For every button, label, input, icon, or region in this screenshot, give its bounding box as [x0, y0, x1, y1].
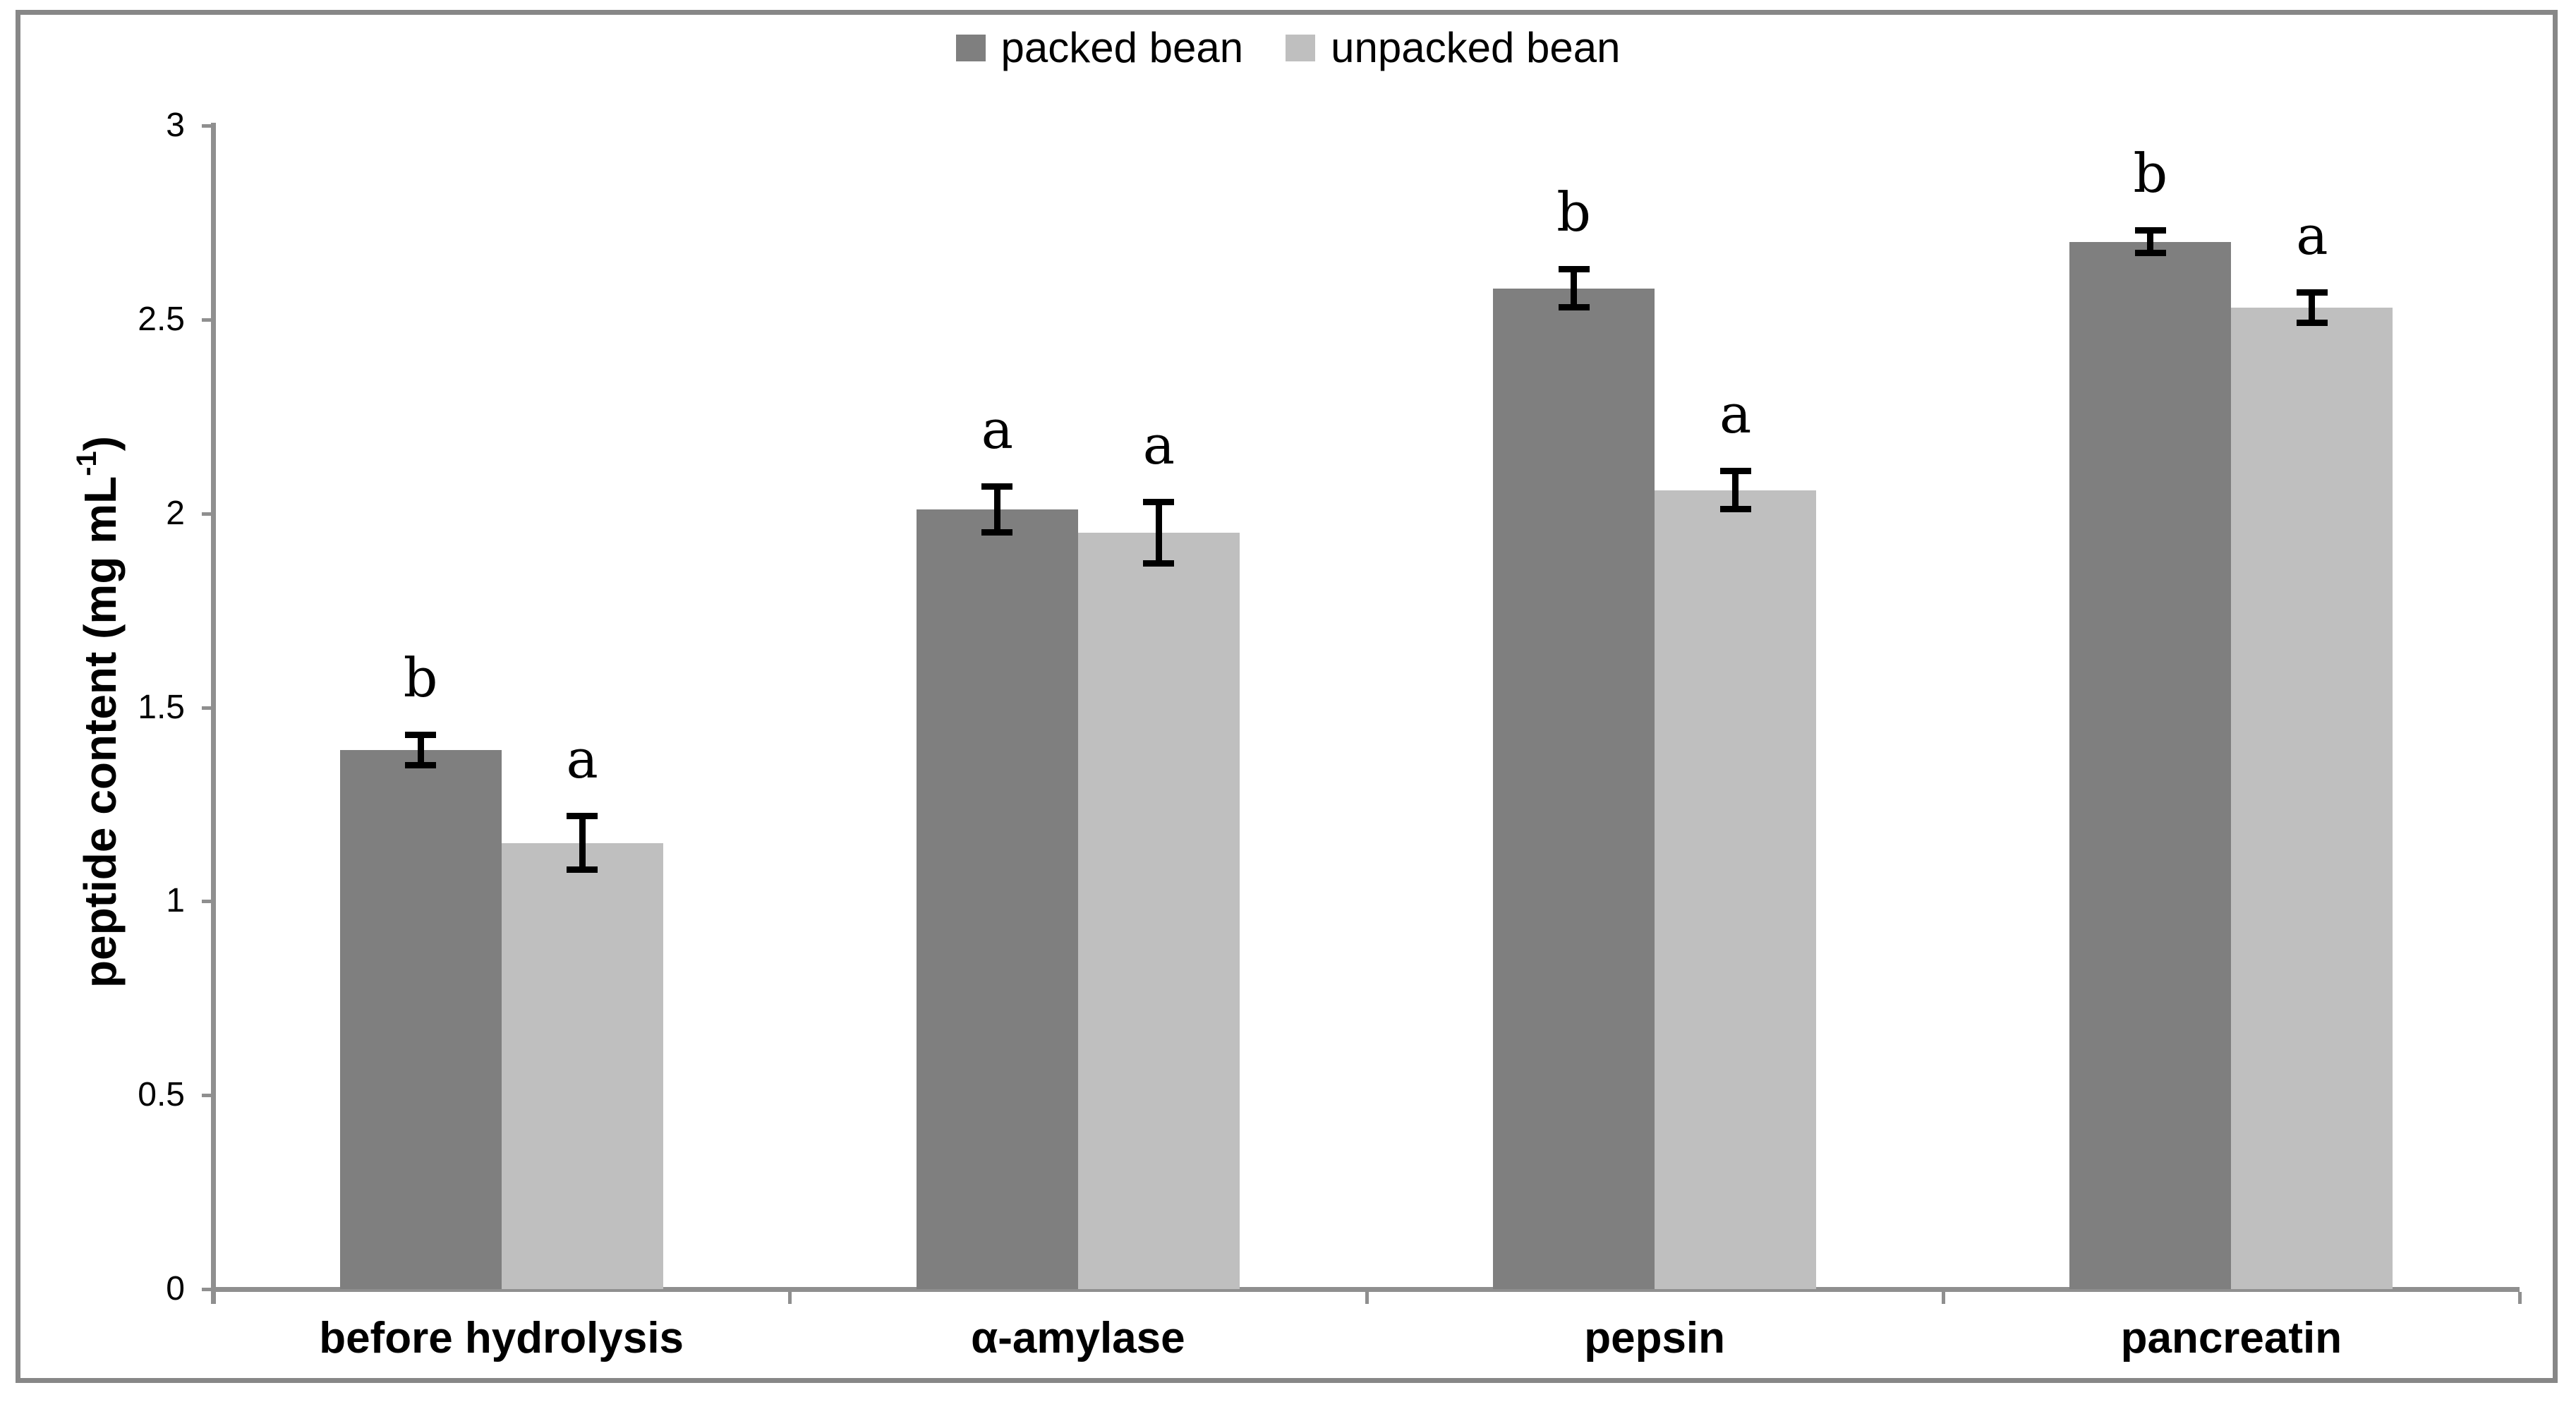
- y-tick-label: 2: [166, 494, 185, 532]
- y-tick-label: 2.5: [138, 300, 185, 338]
- bar-unpacked-bean-pepsin: [1655, 490, 1817, 1289]
- y-axis-title-close: ): [75, 435, 126, 452]
- error-bar-packed-bean-pancreatin-line: [2147, 230, 2154, 254]
- error-bar-unpacked-bean-pancreatin-cap-bottom: [2296, 320, 2328, 327]
- error-bar-packed-bean-pancreatin-cap-bottom: [2134, 250, 2166, 257]
- y-tick-label: 0: [166, 1270, 185, 1307]
- x-axis-line: [211, 1287, 2520, 1292]
- category-label-pancreatin: pancreatin: [2120, 1314, 2342, 1362]
- error-bar-unpacked-bean-pepsin-cap-top: [1719, 468, 1751, 475]
- bar-packed-bean-before-hydrolysis: [339, 749, 502, 1289]
- category-label-before-hydrolysis: before hydrolysis: [319, 1314, 684, 1362]
- legend-label-packed-bean: packed bean: [1000, 24, 1244, 71]
- significance-letter-packed-bean-α-amylase: a: [981, 398, 1014, 461]
- y-axis-tick: [202, 512, 213, 516]
- legend-item-unpacked-bean: unpacked bean: [1286, 24, 1621, 71]
- error-bar-unpacked-bean-α-amylase-line: [1155, 502, 1162, 564]
- y-axis-tick: [202, 900, 213, 904]
- error-bar-packed-bean-α-amylase-line: [993, 486, 1000, 533]
- x-axis-boundary-tick: [2518, 1292, 2522, 1304]
- legend-swatch-unpacked-bean-icon: [1286, 35, 1316, 61]
- error-bar-unpacked-bean-before-hydrolysis-cap-bottom: [567, 866, 598, 874]
- legend-item-packed-bean: packed bean: [955, 24, 1244, 71]
- bar-packed-bean-pancreatin: [2069, 241, 2232, 1289]
- y-axis-tick: [202, 124, 213, 128]
- y-tick-label: 3: [166, 107, 185, 144]
- error-bar-packed-bean-before-hydrolysis-cap-top: [405, 731, 437, 738]
- bar-unpacked-bean-pancreatin: [2231, 308, 2393, 1289]
- error-bar-packed-bean-pepsin-cap-top: [1558, 266, 1590, 273]
- error-bar-packed-bean-α-amylase-cap-bottom: [981, 529, 1013, 536]
- error-bar-unpacked-bean-pepsin-cap-bottom: [1719, 506, 1751, 513]
- bar-packed-bean-α-amylase: [916, 509, 1078, 1289]
- bar-unpacked-bean-before-hydrolysis: [501, 842, 663, 1289]
- legend: packed bean unpacked bean: [0, 27, 2576, 69]
- error-bar-packed-bean-before-hydrolysis-cap-bottom: [405, 761, 437, 768]
- error-bar-unpacked-bean-α-amylase-cap-top: [1143, 499, 1175, 506]
- error-bar-unpacked-bean-pancreatin-cap-top: [2296, 289, 2328, 296]
- bar-packed-bean-pepsin: [1493, 288, 1655, 1289]
- significance-letter-unpacked-bean-before-hydrolysis: a: [566, 727, 598, 791]
- category-label-pepsin: pepsin: [1584, 1314, 1726, 1362]
- significance-letter-unpacked-bean-pancreatin: a: [2296, 204, 2328, 267]
- significance-letter-packed-bean-pepsin: b: [1556, 181, 1591, 244]
- y-axis-tick: [202, 318, 213, 322]
- y-axis-tick: [202, 1094, 213, 1098]
- x-axis-boundary-tick: [1941, 1292, 1945, 1304]
- x-axis-boundary-tick: [212, 1292, 215, 1304]
- y-tick-label: 0.5: [138, 1076, 185, 1114]
- y-axis-tick: [202, 706, 213, 710]
- error-bar-packed-bean-pancreatin-cap-top: [2134, 227, 2166, 234]
- significance-letter-unpacked-bean-pepsin: a: [1719, 382, 1752, 446]
- y-tick-label: 1: [166, 882, 185, 920]
- y-axis-line: [211, 123, 216, 1304]
- significance-letter-packed-bean-pancreatin: b: [2133, 142, 2168, 205]
- error-bar-unpacked-bean-before-hydrolysis-cap-top: [567, 813, 598, 820]
- error-bar-packed-bean-before-hydrolysis-line: [417, 734, 424, 766]
- x-axis-boundary-tick: [788, 1292, 792, 1304]
- error-bar-unpacked-bean-pepsin-line: [1732, 471, 1739, 510]
- legend-label-unpacked-bean: unpacked bean: [1331, 24, 1621, 71]
- y-axis-title-superscript: -1: [71, 451, 102, 476]
- x-axis-boundary-tick: [1365, 1292, 1369, 1304]
- error-bar-packed-bean-pepsin-cap-bottom: [1558, 304, 1590, 311]
- error-bar-unpacked-bean-pancreatin-line: [2309, 292, 2316, 324]
- bar-unpacked-bean-α-amylase: [1077, 533, 1240, 1289]
- error-bar-packed-bean-α-amylase-cap-top: [981, 483, 1013, 490]
- error-bar-unpacked-bean-α-amylase-cap-bottom: [1143, 560, 1175, 567]
- legend-swatch-packed-bean-icon: [955, 35, 986, 61]
- error-bar-unpacked-bean-before-hydrolysis-line: [579, 816, 586, 871]
- y-tick-label: 1.5: [138, 688, 185, 726]
- y-axis-tick: [202, 1288, 213, 1291]
- significance-letter-packed-bean-before-hydrolysis: b: [403, 646, 438, 709]
- error-bar-packed-bean-pepsin-line: [1571, 269, 1578, 308]
- significance-letter-unpacked-bean-α-amylase: a: [1142, 413, 1175, 477]
- category-label-α-amylase: α-amylase: [971, 1314, 1185, 1362]
